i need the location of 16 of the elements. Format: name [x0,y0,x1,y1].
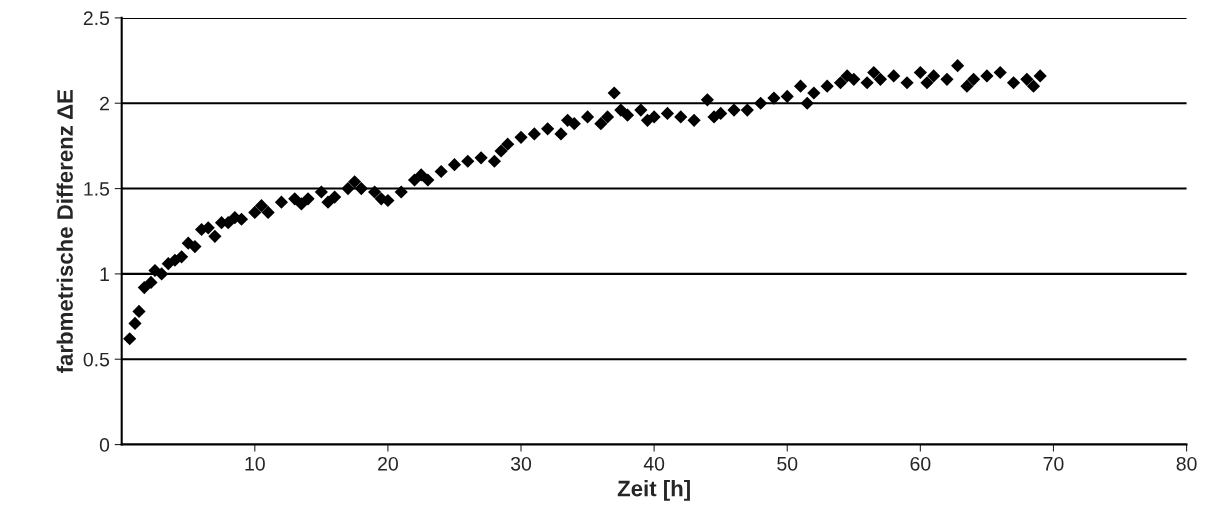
y-tick-label: 2 [100,96,109,111]
y-tick-label: 2.5 [83,11,110,26]
x-axis-title: Zeit [h] [617,480,690,501]
x-tick-label: 20 [378,456,398,471]
y-tick-label: 0.5 [83,352,110,367]
x-tick-label: 60 [910,456,931,471]
x-tick-label: 30 [510,456,532,471]
x-tick-label: 40 [643,456,665,471]
y-tick-label: 0 [99,438,110,452]
y-tick-label: 1.5 [84,182,110,196]
x-tick-label: 10 [245,456,265,471]
x-tick-label: 50 [777,456,798,471]
x-tick-label: 70 [1043,456,1064,471]
y-tick-label: 1 [100,267,109,281]
y-axis-title: farbmetrische Differenz ΔE [56,89,73,374]
x-tick-label: 80 [1176,456,1197,471]
